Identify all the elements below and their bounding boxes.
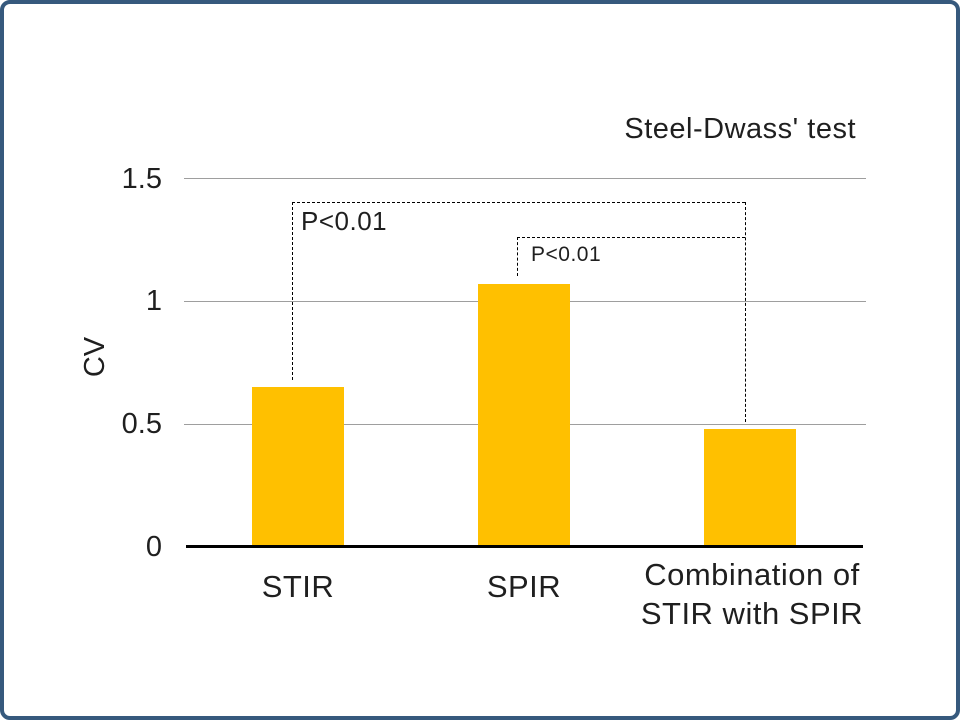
y-tick-0: 0 (145, 531, 162, 563)
chart-title: Steel-Dwass' test (624, 113, 856, 145)
bar-stir (252, 387, 344, 547)
significance-bracket-2-left-line (517, 237, 518, 276)
y-tick-1: 1 (145, 285, 162, 317)
x-category-label-stir: STIR (261, 569, 335, 604)
y-tick-0-5: 0.5 (121, 408, 162, 440)
significance-bracket-2-top-line (517, 237, 745, 238)
bar-spir (478, 284, 570, 547)
p-value-annotation-2: P<0.01 (531, 243, 602, 266)
significance-bracket-1-top-line (292, 202, 745, 203)
plot-area (184, 178, 866, 548)
y-axis-label: CV (79, 336, 111, 378)
significance-bracket-shared-right-line (745, 202, 746, 422)
x-axis-line (186, 545, 863, 548)
y-tick-1-5: 1.5 (121, 163, 162, 195)
x-category-label-spir: SPIR (486, 569, 562, 604)
significance-bracket-1-left-line (292, 202, 293, 380)
bar-combination (704, 429, 796, 547)
x-category-label-combination: Combination of STIR with SPIR (640, 557, 864, 631)
gridline-1-5 (184, 178, 866, 179)
p-value-annotation-1: P<0.01 (301, 206, 388, 236)
